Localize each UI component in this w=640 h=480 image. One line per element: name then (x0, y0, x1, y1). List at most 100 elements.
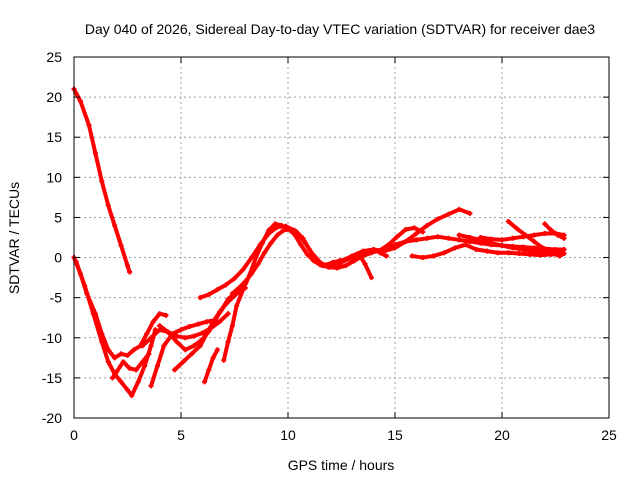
data-point (86, 122, 92, 128)
data-point (441, 250, 447, 256)
data-point (204, 319, 210, 325)
data-point (253, 255, 259, 261)
data-point (259, 240, 265, 246)
data-point (204, 331, 210, 337)
data-point (92, 150, 98, 156)
data-point (268, 240, 274, 246)
data-point (510, 235, 516, 241)
data-point (197, 343, 203, 349)
data-point (279, 222, 285, 228)
data-point (435, 234, 441, 240)
data-point (467, 210, 473, 216)
data-point (127, 365, 133, 371)
data-point (125, 263, 130, 269)
data-point (99, 178, 105, 184)
y-tick-label: 0 (54, 250, 62, 266)
data-point (125, 352, 130, 358)
y-tick-label: -5 (50, 290, 63, 306)
y-tick-label: 25 (46, 49, 62, 65)
data-point (135, 379, 141, 385)
data-point (266, 227, 272, 233)
data-point (191, 333, 197, 339)
data-point (240, 287, 246, 293)
data-point (139, 343, 145, 349)
y-tick-label: 20 (46, 89, 62, 105)
data-point (99, 339, 105, 345)
data-point (300, 235, 306, 241)
data-point (505, 250, 511, 256)
data-point (520, 247, 526, 253)
data-point (456, 232, 462, 238)
data-point (214, 287, 220, 293)
data-point (125, 387, 130, 393)
data-point (272, 221, 278, 227)
series-arc-19 (542, 221, 567, 241)
data-point (214, 347, 220, 353)
series-arc-10 (197, 223, 426, 301)
data-point (199, 330, 205, 336)
data-point (187, 324, 193, 330)
series-arc-14 (381, 234, 567, 253)
chart-title: Day 040 of 2026, Sidereal Day-to-day VTE… (85, 21, 595, 37)
y-tick-label: 5 (54, 209, 62, 225)
data-point (236, 285, 242, 291)
data-point (118, 243, 124, 249)
data-point (332, 263, 338, 269)
data-point (105, 202, 111, 208)
series-arc-1 (71, 86, 133, 275)
x-tick-label: 15 (387, 427, 403, 443)
data-point (446, 235, 451, 241)
data-point (105, 359, 111, 365)
series-arc-15 (409, 242, 565, 261)
x-tick-label: 20 (494, 427, 510, 443)
data-point (202, 379, 208, 385)
data-point (110, 375, 116, 381)
data-point (191, 343, 197, 349)
data-point (411, 225, 417, 231)
data-point (304, 251, 310, 257)
data-point (557, 253, 563, 259)
y-tick-label: -10 (42, 330, 62, 346)
data-point (360, 248, 366, 254)
data-point (431, 253, 437, 259)
data-point (174, 339, 180, 345)
data-point (127, 269, 133, 275)
data-point (249, 255, 255, 261)
data-point (118, 351, 124, 357)
data-point (531, 248, 537, 254)
y-axis-label: SDTVAR / TECUs (6, 182, 22, 294)
data-point (225, 339, 231, 345)
data-point (206, 291, 212, 297)
data-point (403, 239, 409, 245)
data-point (495, 250, 501, 256)
data-point (326, 264, 332, 270)
x-tick-label: 0 (70, 427, 78, 443)
data-point (150, 319, 156, 325)
data-point (197, 295, 203, 301)
data-point (548, 227, 554, 233)
data-point (339, 259, 344, 265)
data-point (148, 343, 154, 349)
data-point (255, 261, 261, 267)
data-point (229, 291, 235, 297)
data-point (133, 367, 139, 373)
series-line (198, 224, 425, 300)
data-point (505, 218, 511, 224)
axis-ticks: 0 5 10 15 20 25 -20 -15 -10 -5 0 5 10 15 20 25 (42, 49, 617, 443)
series-arc-4 (110, 351, 152, 381)
data-point (381, 247, 387, 253)
data-point (129, 393, 135, 399)
data-point (313, 256, 319, 262)
data-point (225, 311, 231, 317)
data-point (555, 232, 561, 238)
data-point (157, 311, 163, 317)
data-point (249, 271, 255, 277)
data-point (542, 230, 548, 236)
series-arc-2 (71, 255, 169, 361)
data-point (298, 242, 304, 248)
data-point (343, 263, 349, 269)
data-point (394, 234, 400, 240)
data-point (516, 251, 522, 257)
data-point (223, 282, 229, 288)
grid (74, 57, 609, 418)
